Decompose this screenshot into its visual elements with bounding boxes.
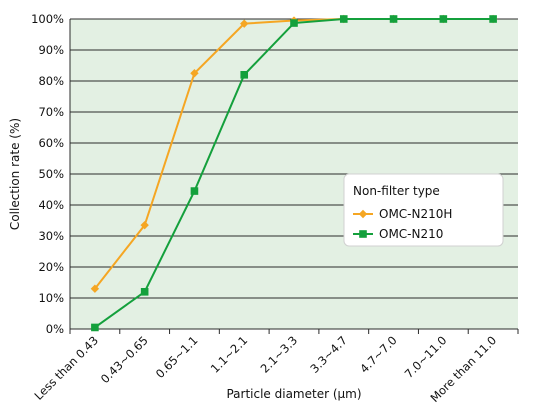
series-OMC-N210 (91, 15, 497, 332)
y-tick-label: 30% (38, 229, 64, 243)
x-tick-label: 0.43~0.65 (98, 333, 151, 386)
legend-item: OMC-N210H (353, 207, 452, 221)
y-axis-ticks: 0% 10% 20% 30% 40% 50% 60% 70% 80% 90% 100% (31, 12, 64, 336)
x-axis-title: Particle diameter (μm) (226, 387, 361, 401)
legend-label: OMC-N210H (379, 207, 452, 221)
y-tick-label: 40% (38, 198, 64, 212)
x-tick-label: 3.3~4.7 (307, 333, 350, 376)
series-group (90, 14, 498, 332)
x-tick-label: 7.0~11.0 (402, 333, 450, 381)
data-point (240, 19, 249, 28)
legend-items: OMC-N210H OMC-N210 (353, 207, 452, 241)
legend-title: Non-filter type (353, 184, 440, 198)
y-tick-label: 60% (38, 136, 64, 150)
data-point (91, 323, 99, 332)
y-tick-label: 70% (38, 105, 64, 119)
legend-item: OMC-N210 (353, 227, 443, 241)
data-point (90, 284, 100, 293)
y-tick-label: 20% (38, 260, 64, 274)
data-point (290, 19, 298, 27)
x-tick-label: 2.1~3.3 (258, 333, 301, 376)
data-point (339, 15, 348, 23)
x-tick-label: 0.65~1.1 (153, 333, 201, 381)
legend-marker (359, 230, 367, 238)
y-tick-label: 50% (38, 167, 64, 181)
y-tick-label: 0% (46, 322, 64, 336)
data-point (489, 15, 497, 23)
legend-marker (358, 209, 368, 219)
x-tick-label: 1.1~2.1 (208, 333, 251, 376)
legend: Non-filter type OMC-N210H OMC-N210 (343, 173, 504, 247)
legend-label: OMC-N210 (379, 227, 443, 241)
x-tick-label: Less than 0.43 (31, 333, 101, 403)
data-point (439, 15, 448, 23)
y-tick-label: 80% (38, 74, 64, 88)
data-point (389, 15, 398, 23)
data-point (190, 69, 199, 78)
y-tick-label: 10% (38, 291, 64, 305)
x-tick-label: 4.7~7.0 (357, 333, 400, 376)
data-point (190, 187, 199, 195)
y-tick-label: 100% (31, 12, 64, 26)
y-tick-label: 90% (38, 43, 64, 57)
data-point (240, 71, 249, 79)
y-axis-title: Collection rate (%) (8, 118, 22, 230)
data-point (140, 220, 149, 230)
legend-box (343, 173, 504, 247)
data-point (140, 288, 149, 296)
